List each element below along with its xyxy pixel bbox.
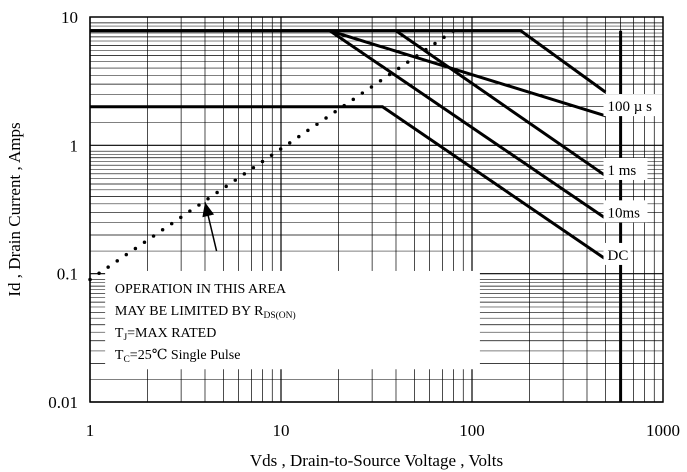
x-tick-label: 100 [459,421,485,440]
curve-label: 1 ms [608,163,637,179]
note-line: MAY BE LIMITED BY RDS(ON) [115,304,296,321]
y-tick-label: 0.1 [57,265,78,284]
y-axis-label: Id , Drain Current , Amps [5,122,24,296]
tick-labels: 1 10 100 1000 0.01 0.1 1 10 [48,8,680,440]
soa-curve [328,29,607,220]
series-lines [88,29,623,402]
curve-label-background [603,157,648,180]
x-tick-label: 1000 [646,421,680,440]
x-tick-label: 10 [273,421,290,440]
curve-label: 100 µ s [608,99,653,115]
y-tick-label: 0.01 [48,393,78,412]
note-arrow-head [202,202,215,218]
curve-label-background [603,242,631,265]
note-line: OPERATION IN THIS AREA [115,282,287,297]
curve-label: DC [608,248,629,264]
note-background [105,270,480,370]
operation-area-note: OPERATION IN THIS AREA MAY BE LIMITED BY … [105,202,480,370]
soa-curve [90,105,607,261]
note-line: TC=25℃ Single Pulse [115,348,241,365]
x-axis-label: Vds , Drain-to-Source Voltage , Volts [250,451,503,470]
soa-curve [396,29,607,94]
curve-label: 10ms [608,205,641,221]
rds-on-limit-line [88,29,456,282]
curve-labels: 100 µ s 1 ms 10ms DC [603,94,674,265]
curve-label-background [603,200,648,223]
y-tick-label: 1 [70,136,79,155]
plot-frame [89,16,664,403]
x-tick-label: 1 [86,421,95,440]
note-line: TJ=MAX RATED [115,326,216,343]
y-tick-label: 10 [61,8,78,27]
curve-label-background [603,94,674,117]
grid [89,17,663,403]
